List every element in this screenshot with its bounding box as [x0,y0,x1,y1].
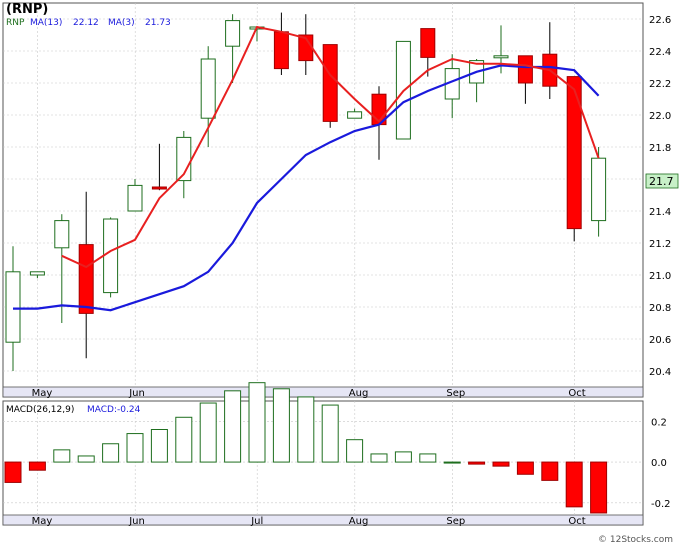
price-tick-label: 20.8 [649,303,671,314]
candle-body [54,220,70,249]
legend-ma3-label: MA(3) [108,18,135,28]
macd-bar [199,402,217,463]
macd-bar [516,461,534,475]
macd-month-tick-label: Jul [250,516,263,527]
macd-axis-strip [2,514,644,526]
candle-body [322,44,338,122]
macd-bar [590,461,608,514]
legend-symbol: RNP [6,18,25,28]
macd-bar [28,461,46,471]
legend-ma3-value: 21.73 [145,18,171,28]
month-tick-label: Sep [446,388,465,399]
candle-body [103,218,119,294]
month-tick-label: Aug [349,388,369,399]
macd-bar [419,453,437,463]
macd-bar [346,439,364,463]
macd-bar [248,382,266,463]
macd-bar [272,388,290,463]
candle-body [347,111,363,119]
macd-value-label: MACD:-0.24 [87,405,141,415]
macd-tick-label: 0.0 [651,458,667,469]
macd-month-tick-label: Aug [349,516,369,527]
macd-bar [565,461,583,508]
macd-bar [492,461,510,467]
candle-body [225,20,241,47]
macd-bar [297,396,315,463]
candle-body [78,244,94,314]
price-tick-label: 20.4 [649,367,671,378]
macd-bar [150,429,168,463]
candle-body [493,55,509,59]
month-tick-label: Jun [128,388,145,399]
chart-symbol-title: (RNP) [6,2,48,17]
macd-bar [541,461,559,481]
ma13-line [13,64,600,312]
current-price-badge-bg [645,173,679,189]
macd-bar [443,461,461,464]
macd-bar [175,416,193,463]
price-tick-label: 21.4 [649,207,671,218]
macd-bar [53,449,71,463]
candle-body [273,31,289,70]
price-tick-label: 22.2 [649,79,671,90]
macd-tick-label: -0.2 [651,499,671,510]
watermark: © 12Stocks.com [598,535,673,545]
price-tick-label: 21.0 [649,271,671,282]
macd-y-axis: 0.2 0.0 -0.2 [651,417,671,509]
price-y-axis: 20.420.620.821.021.221.421.621.822.022.2… [649,15,671,378]
macd-bar [4,461,22,483]
price-tick-label: 22.0 [649,111,671,122]
macd-histogram [4,382,608,514]
price-axis-strip [2,386,644,398]
candle-body [420,28,436,58]
macd-month-tick-label: May [32,516,53,527]
macd-month-tick-label: Jun [128,516,145,527]
ma3-line [61,25,600,269]
macd-bar [126,433,144,463]
macd-bar [370,453,388,463]
candle-body [127,184,143,212]
macd-month-tick-label: Sep [446,516,465,527]
macd-bar [321,404,339,463]
price-tick-label: 22.6 [649,15,671,26]
candle-body [151,186,167,190]
macd-month-tick-label: Oct [568,516,585,527]
price-tick-label: 21.2 [649,239,671,250]
macd-bar [394,451,412,463]
price-tick-label: 20.6 [649,335,671,346]
month-tick-label: May [32,388,53,399]
macd-label: MACD(26,12,9) [6,405,74,415]
candle-body [591,157,607,222]
price-tick-label: 22.4 [649,47,671,58]
candle-body [566,76,582,230]
current-price-badge: 21.7 [649,175,674,188]
month-tick-label: Oct [568,388,585,399]
macd-bar [102,443,120,463]
legend-ma13-label: MA(13) [30,18,62,28]
macd-bar [468,461,486,465]
legend-ma13-value: 22.12 [73,18,99,28]
candle-body [200,58,216,119]
macd-tick-label: 0.2 [651,417,667,428]
macd-bar [77,455,95,463]
candle-body [29,271,45,276]
macd-x-axis: May Jun Jul Aug Sep Oct [32,516,586,527]
macd-bar [224,390,242,463]
candle-body [5,271,21,343]
candle-body [517,55,533,84]
price-tick-label: 21.8 [649,143,671,154]
